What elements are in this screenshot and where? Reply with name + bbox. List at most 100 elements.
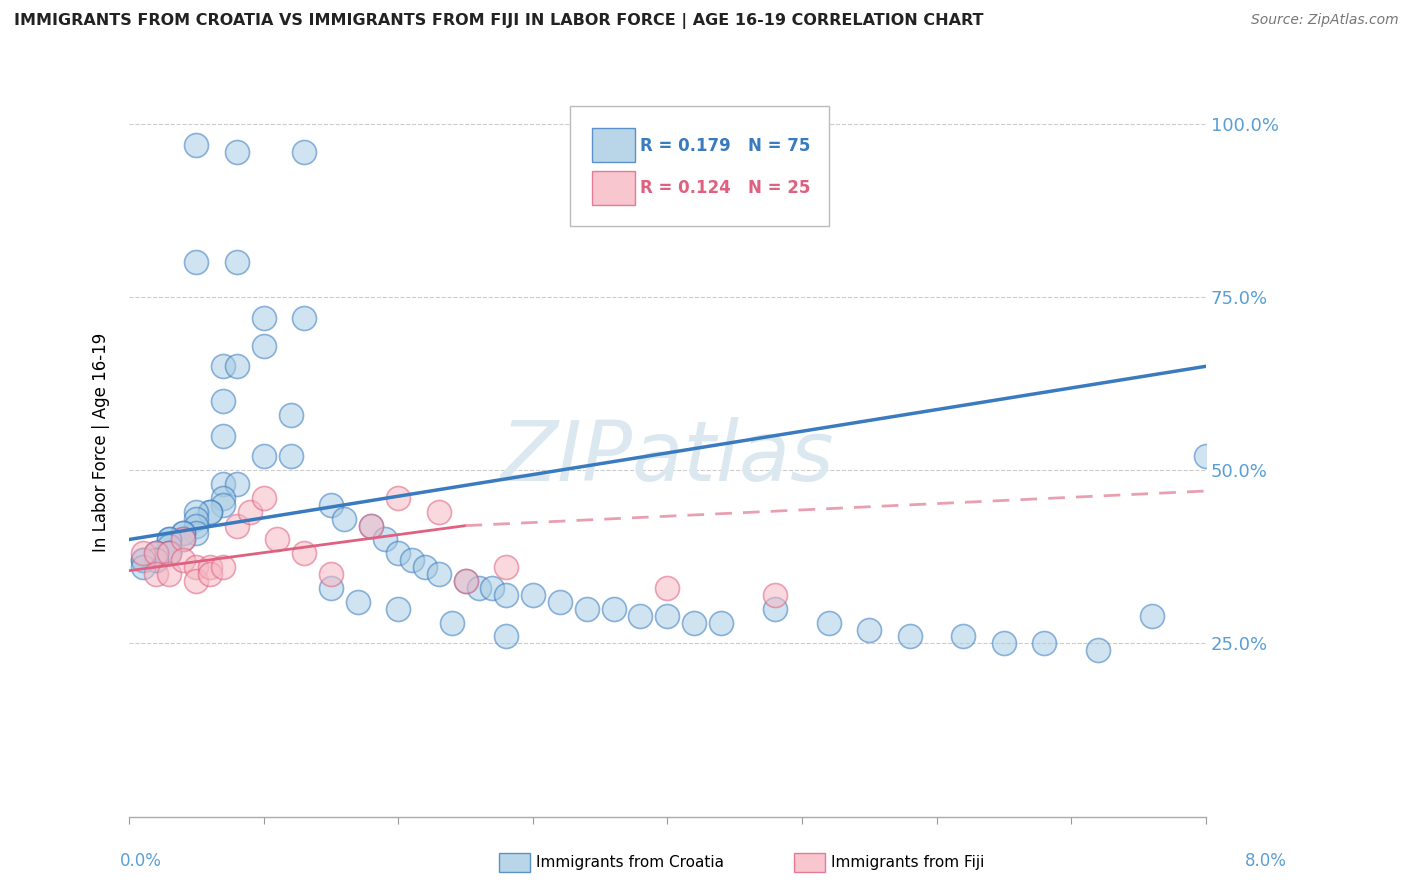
Point [360, 518, 382, 533]
Point [186, 525, 208, 540]
Point [952, 630, 974, 644]
Point [413, 560, 436, 574]
Bar [592, 128, 636, 162]
Point [172, 553, 194, 567]
Point [993, 636, 1015, 650]
Point [280, 450, 302, 464]
Point [253, 338, 276, 352]
Point [630, 608, 652, 623]
Text: R = 0.124   N = 25: R = 0.124 N = 25 [641, 179, 811, 197]
FancyBboxPatch shape [571, 106, 830, 226]
Point [292, 546, 315, 560]
Text: IMMIGRANTS FROM CROATIA VS IMMIGRANTS FROM FIJI IN LABOR FORCE | AGE 16-19 CORRE: IMMIGRANTS FROM CROATIA VS IMMIGRANTS FR… [14, 13, 984, 29]
Point [387, 546, 409, 560]
Point [131, 546, 153, 560]
Point [159, 546, 181, 560]
Point [319, 581, 342, 595]
Point [1087, 643, 1109, 657]
Point [427, 567, 450, 582]
Point [374, 533, 396, 547]
Text: ZIPatlas: ZIPatlas [501, 417, 834, 498]
Point [212, 560, 235, 574]
Point [159, 533, 181, 547]
Point [212, 359, 235, 374]
Point [253, 450, 276, 464]
Bar [592, 171, 636, 204]
Point [280, 408, 302, 422]
Point [319, 567, 342, 582]
Point [333, 512, 356, 526]
Point [319, 498, 342, 512]
Point [657, 581, 679, 595]
Point [347, 595, 370, 609]
Point [468, 581, 491, 595]
Point [292, 145, 315, 159]
Text: R = 0.179   N = 75: R = 0.179 N = 75 [641, 136, 811, 154]
Point [131, 553, 153, 567]
Point [454, 574, 477, 588]
Point [145, 553, 167, 567]
Point [387, 601, 409, 615]
Point [427, 505, 450, 519]
Point [858, 623, 880, 637]
Point [212, 498, 235, 512]
Point [239, 505, 262, 519]
Point [710, 615, 733, 630]
Point [225, 255, 247, 269]
Point [172, 533, 194, 547]
Point [495, 630, 517, 644]
Point [172, 525, 194, 540]
Point [186, 574, 208, 588]
Point [548, 595, 571, 609]
Point [481, 581, 503, 595]
Point [145, 567, 167, 582]
Point [522, 588, 544, 602]
Point [186, 512, 208, 526]
Point [159, 567, 181, 582]
Point [198, 505, 221, 519]
Point [198, 567, 221, 582]
Point [225, 518, 247, 533]
Point [186, 505, 208, 519]
Point [131, 560, 153, 574]
Text: 0.0%: 0.0% [120, 852, 162, 870]
Point [145, 546, 167, 560]
Point [212, 491, 235, 505]
Point [266, 533, 288, 547]
Point [159, 546, 181, 560]
Point [186, 518, 208, 533]
Point [186, 137, 208, 152]
Point [495, 560, 517, 574]
Point [212, 394, 235, 409]
Text: 8.0%: 8.0% [1244, 852, 1286, 870]
Point [145, 553, 167, 567]
Point [159, 533, 181, 547]
Point [1033, 636, 1056, 650]
Point [253, 491, 276, 505]
Point [683, 615, 706, 630]
Point [225, 477, 247, 491]
Point [454, 574, 477, 588]
Point [253, 310, 276, 325]
Point [145, 546, 167, 560]
Point [172, 533, 194, 547]
Point [172, 525, 194, 540]
Point [657, 608, 679, 623]
Point [212, 428, 235, 442]
Point [145, 546, 167, 560]
Point [898, 630, 921, 644]
Text: Source: ZipAtlas.com: Source: ZipAtlas.com [1251, 13, 1399, 28]
Point [602, 601, 624, 615]
Point [401, 553, 423, 567]
Point [575, 601, 598, 615]
Point [360, 518, 382, 533]
Point [198, 560, 221, 574]
Point [292, 310, 315, 325]
Point [159, 540, 181, 554]
Point [763, 601, 786, 615]
Point [1140, 608, 1163, 623]
Point [186, 560, 208, 574]
Text: Immigrants from Croatia: Immigrants from Croatia [536, 855, 724, 870]
Point [495, 588, 517, 602]
Point [1195, 450, 1218, 464]
